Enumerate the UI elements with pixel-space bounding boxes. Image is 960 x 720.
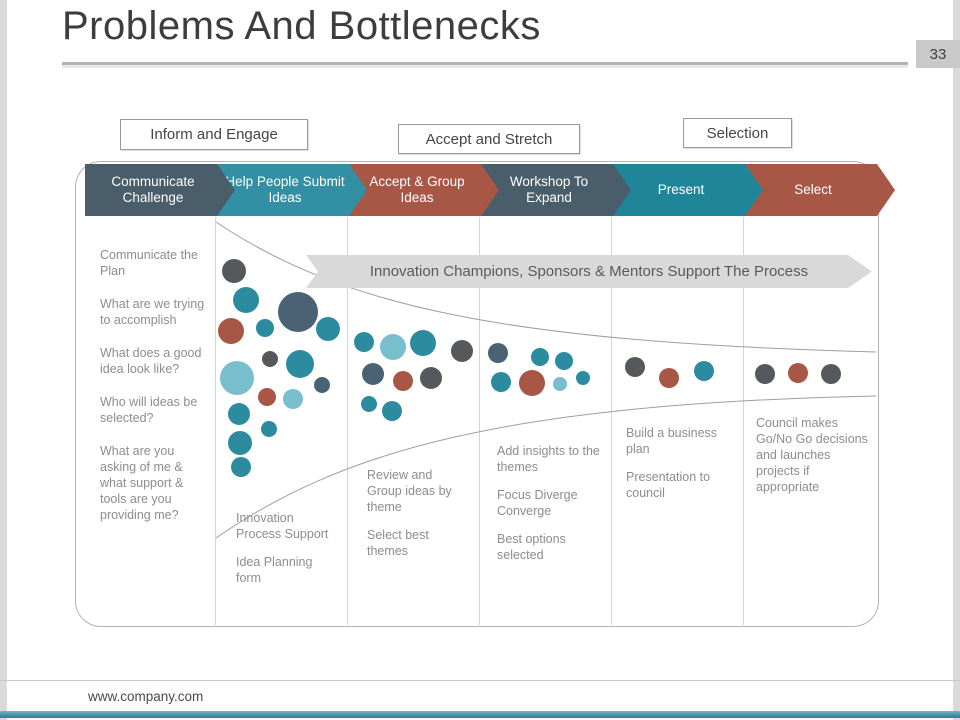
stage-chevron-help-people-submit-ideas: Help People Submit Ideas <box>217 164 367 216</box>
stage-notes-communicate-challenge: Communicate the Plan What are we trying t… <box>100 247 210 540</box>
stage-note: Communicate the Plan <box>100 248 198 278</box>
slide-number-badge: 33 <box>916 40 960 68</box>
stage-label: Communicate Challenge <box>111 174 195 205</box>
footer-divider <box>0 680 960 681</box>
stage-label: Help People Submit Ideas <box>225 174 345 205</box>
group-label-accept-and-stretch: Accept and Stretch <box>398 124 580 154</box>
stage-chevron-communicate-challenge: Communicate Challenge <box>85 164 235 216</box>
stage-notes-present: Build a business plan Presentation to cou… <box>626 425 734 513</box>
stage-notes-select: Council makes Go/No Go decisions and lau… <box>756 415 870 507</box>
group-label-selection: Selection <box>683 118 792 148</box>
title-divider <box>62 62 908 65</box>
stage-note: What does a good idea look like? <box>100 346 202 376</box>
stage-note: Review and Group ideas by theme <box>367 468 452 514</box>
stage-note: Who will ideas be selected? <box>100 395 198 425</box>
stage-notes-help-people-submit-ideas: Innovation Process Support Idea Planning … <box>236 510 332 598</box>
stage-label: Workshop To Expand <box>509 174 589 205</box>
stage-chevron-select: Select <box>745 164 895 216</box>
stage-notes-workshop-to-expand: Add insights to the themes Focus Diverge … <box>497 443 603 575</box>
support-process-banner: Innovation Champions, Sponsors & Mentors… <box>306 255 872 288</box>
stage-notes-accept-group-ideas: Review and Group ideas by theme Select be… <box>367 467 467 571</box>
left-margin <box>0 0 7 720</box>
stage-label: Select <box>794 182 832 198</box>
stage-note: Add insights to the themes <box>497 444 600 474</box>
stage-note: Presentation to council <box>626 470 711 500</box>
banner-text: Innovation Champions, Sponsors & Mentors… <box>369 263 809 280</box>
stage-chevron-accept-group-ideas: Accept & Group Ideas <box>349 164 499 216</box>
group-label-inform-and-engage: Inform and Engage <box>120 119 308 150</box>
stage-chevron-present: Present <box>613 164 763 216</box>
stage-note: Focus Diverge Converge <box>497 488 578 518</box>
stage-note: Select best themes <box>367 528 429 558</box>
stage-note: Best options selected <box>497 532 566 562</box>
stage-note: What are we trying to accomplish <box>100 297 205 327</box>
stage-label: Accept & Group Ideas <box>369 174 465 205</box>
bottom-accent-bar <box>0 711 960 718</box>
page-title: Problems And Bottlenecks <box>62 4 541 48</box>
column-divider <box>215 217 216 625</box>
footer-url: www.company.com <box>88 689 204 704</box>
stage-note: Innovation Process Support <box>236 511 329 541</box>
stage-note: Council makes Go/No Go decisions and lau… <box>756 416 868 494</box>
stage-note: What are you asking of me & what support… <box>100 444 184 522</box>
right-margin <box>953 0 960 720</box>
stage-note: Idea Planning form <box>236 555 313 585</box>
stage-chevron-workshop-to-expand: Workshop To Expand <box>481 164 631 216</box>
stage-note: Build a business plan <box>626 426 718 456</box>
stage-label: Present <box>657 182 705 198</box>
